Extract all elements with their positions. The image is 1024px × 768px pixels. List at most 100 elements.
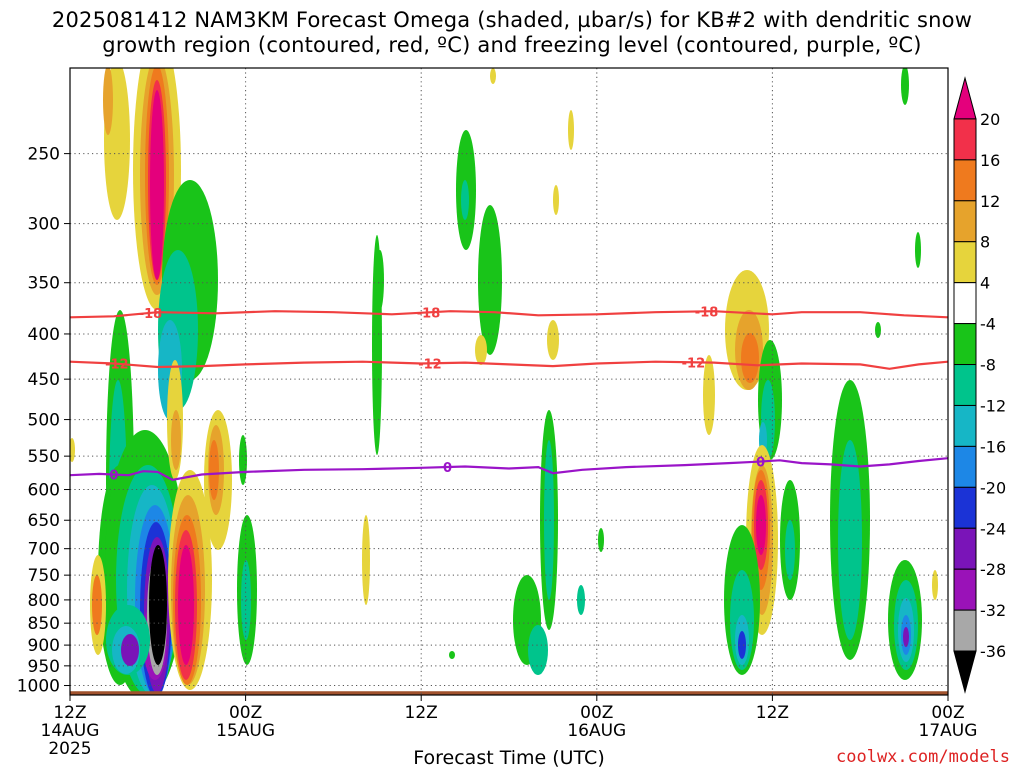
- y-tick-label: 600: [28, 481, 60, 501]
- y-tick-label: 800: [28, 591, 60, 611]
- omega-cell: [478, 205, 502, 355]
- y-tick-label: 750: [28, 566, 60, 586]
- colorbar-swatch: [953, 118, 977, 161]
- y-tick-label: 250: [28, 145, 60, 165]
- omega-cell: [932, 570, 938, 600]
- omega-cell: [92, 575, 102, 635]
- ground-layer: [70, 691, 948, 695]
- colorbar-label: 20: [980, 110, 1000, 129]
- x-tick-label: 00Z: [931, 703, 964, 723]
- colorbar-label: -16: [980, 437, 1006, 456]
- y-tick-label: 500: [28, 411, 60, 431]
- colorbar-label: 12: [980, 192, 1000, 211]
- colorbar-swatch: [953, 650, 977, 694]
- omega-cell: [103, 68, 113, 135]
- colorbar-swatch: [953, 527, 977, 570]
- y-tick-label: 650: [28, 511, 60, 531]
- colorbar-swatch: [953, 609, 977, 652]
- chart-title-line-1: 2025081412 NAM3KM Forecast Omega (shaded…: [51, 8, 973, 32]
- contour-label: -12: [105, 358, 129, 373]
- y-axis-ticks: 2503003504004505005506006507007508008509…: [17, 145, 70, 697]
- y-tick-label: 950: [28, 657, 60, 677]
- x-tick-label: 00Z: [229, 703, 262, 723]
- x-tick-label: 15AUG: [216, 721, 275, 741]
- omega-cell: [756, 495, 766, 555]
- omega-cell: [785, 520, 795, 580]
- colorbar-label: 4: [980, 274, 990, 293]
- omega-cell: [178, 545, 194, 665]
- temperature-contours: -18 -18 -18 -12 -12 -12 0 0 0: [70, 305, 948, 484]
- colorbar-label: -12: [980, 396, 1006, 415]
- omega-cell: [475, 335, 487, 365]
- colorbar-swatch: [953, 76, 977, 120]
- omega-cell: [209, 440, 219, 500]
- colorbar-label: 8: [980, 233, 990, 252]
- contour-label: -12: [418, 357, 442, 372]
- y-tick-label: 350: [28, 274, 60, 294]
- contour-label: 0: [109, 469, 118, 484]
- y-tick-label: 1000: [17, 677, 60, 697]
- colorbar-swatch: [953, 364, 977, 406]
- omega-cell: [903, 627, 909, 647]
- colorbar-swatch: [953, 568, 977, 611]
- omega-cell: [121, 634, 139, 666]
- contour-label: 0: [443, 461, 452, 476]
- omega-cell: [449, 651, 455, 659]
- y-tick-label: 550: [28, 447, 60, 467]
- colorbar-label: -36: [980, 642, 1006, 661]
- y-tick-label: 300: [28, 215, 60, 235]
- x-tick-label: 17AUG: [919, 721, 978, 741]
- colorbar-swatch: [953, 282, 977, 325]
- colorbar-swatch: [953, 159, 977, 202]
- colorbar-label: -20: [980, 478, 1006, 497]
- x-tick-label: 12Z: [756, 703, 789, 723]
- omega-cell: [528, 625, 548, 675]
- contour-label: -18: [139, 307, 163, 322]
- x-tick-label: 12Z: [405, 703, 438, 723]
- colorbar-label: -28: [980, 560, 1006, 579]
- colorbar-swatch: [953, 323, 977, 366]
- omega-cell: [901, 68, 909, 105]
- omega-cell: [741, 333, 759, 383]
- omega-cell: [490, 68, 496, 84]
- x-tick-label: 00Z: [580, 703, 613, 723]
- contour-label: -18: [695, 305, 719, 320]
- omega-cell: [553, 185, 559, 215]
- x-tick-label: 14AUG: [41, 721, 100, 741]
- contour-label: 0: [756, 455, 765, 470]
- omega-cell: [568, 110, 574, 150]
- omega-cell: [915, 232, 921, 268]
- x-tick-label: 16AUG: [567, 721, 626, 741]
- colorbar-swatch: [953, 445, 977, 488]
- colorbar: 20 16 12 8 4 -4 -8 -12 -16 -20 -24 -28 -32 -36: [953, 76, 1006, 694]
- omega-cell: [376, 250, 384, 310]
- omega-cell: [547, 320, 559, 360]
- omega-cell: [875, 322, 881, 338]
- contour-line: [70, 360, 948, 370]
- plot-frame: [69, 67, 949, 696]
- omega-cell: [150, 90, 164, 280]
- colorbar-label: -8: [980, 356, 996, 375]
- x-tick-label: 2025: [48, 739, 91, 759]
- x-axis-label: Forecast Time (UTC): [413, 747, 604, 768]
- omega-cell: [544, 440, 554, 600]
- omega-cell: [171, 410, 181, 470]
- colorbar-swatch: [953, 200, 977, 243]
- omega-cell: [738, 631, 746, 659]
- colorbar-label: -4: [980, 315, 996, 334]
- y-tick-label: 450: [28, 370, 60, 390]
- chart-title-line-2: growth region (contoured, red, ºC) and f…: [102, 33, 922, 57]
- contour-line: [70, 310, 948, 319]
- omega-cell: [70, 438, 75, 462]
- contour-label: -18: [417, 306, 441, 321]
- y-tick-label: 850: [28, 614, 60, 634]
- colorbar-swatch: [953, 404, 977, 447]
- omega-cell: [838, 440, 862, 640]
- x-tick-label: 12Z: [53, 703, 86, 723]
- colorbar-label: 16: [980, 151, 1000, 170]
- omega-cell: [362, 515, 370, 605]
- colorbar-label: -24: [980, 519, 1006, 538]
- omega-cell: [461, 180, 469, 220]
